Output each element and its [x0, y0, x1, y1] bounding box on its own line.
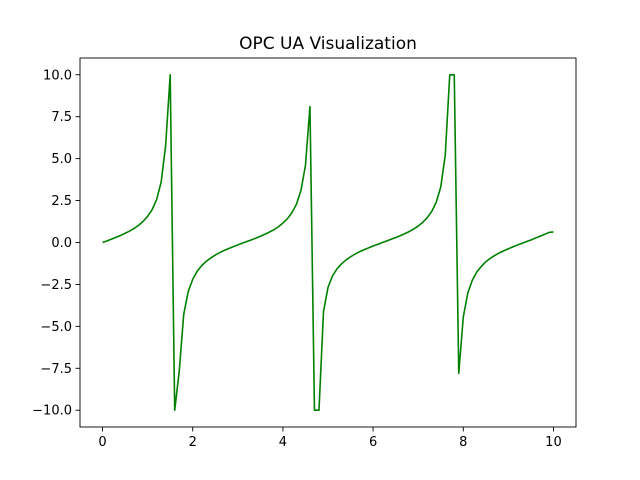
x-tick-label: 6 — [369, 435, 377, 450]
y-tick-label: 0.0 — [51, 236, 72, 251]
y-tick-label: 10.0 — [43, 68, 72, 83]
y-tick-label: −7.5 — [40, 362, 72, 377]
plot-group: 0 2 4 6 8 10 −10.0 −7.5 −5.0 −2.5 0.0 2.5 5.0 7.5 10.0 — [32, 57, 577, 450]
y-tick-label: −2.5 — [40, 278, 72, 293]
chart-title: OPC UA Visualization — [239, 34, 417, 54]
y-tick-label: 2.5 — [51, 194, 72, 209]
y-tick-label: 7.5 — [51, 110, 72, 125]
x-tick-label: 2 — [189, 435, 197, 450]
x-tick-label: 4 — [279, 435, 287, 450]
x-tick-label: 8 — [459, 435, 467, 450]
series-line-0 — [102, 73, 554, 412]
y-tick-label: −5.0 — [40, 320, 72, 335]
x-tick-label: 10 — [545, 435, 562, 450]
x-tick-label: 0 — [98, 435, 106, 450]
y-tick-label: 5.0 — [51, 152, 72, 167]
y-tick-label: −10.0 — [32, 404, 72, 419]
